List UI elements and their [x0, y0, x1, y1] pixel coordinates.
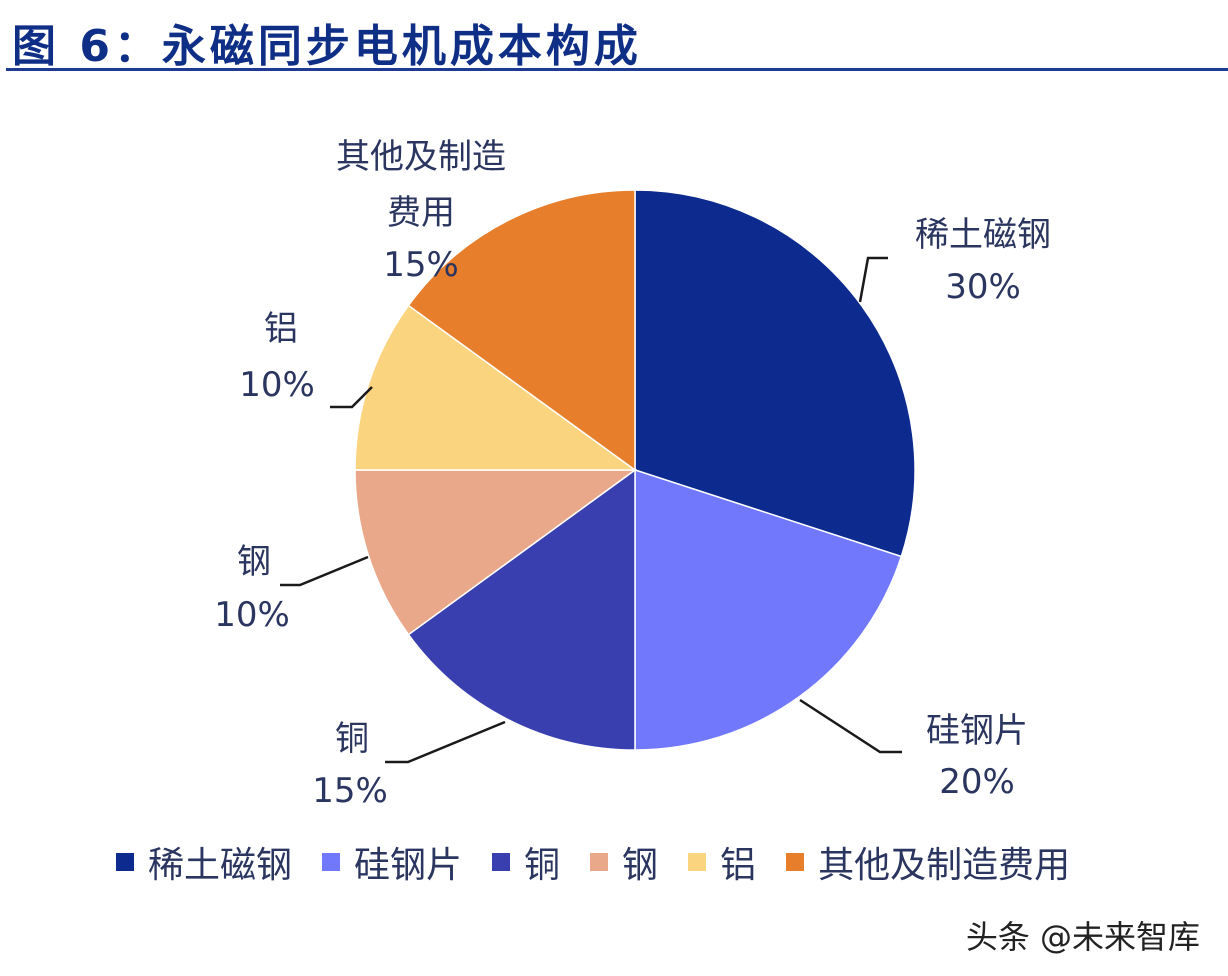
slice-name-label-4: 铝	[264, 309, 298, 349]
pie-slice-2	[407, 468, 636, 751]
legend-swatch	[492, 853, 511, 871]
leader-line-1	[799, 698, 902, 754]
slice-name-label-5: 费用	[387, 193, 455, 233]
leader-lines	[280, 256, 902, 764]
pie-slice-0	[634, 189, 916, 558]
legend-label: 铜	[524, 845, 561, 886]
slice-value-label-4: 10%	[239, 365, 315, 405]
leader-line-3	[280, 555, 369, 587]
leader-line-0	[858, 256, 888, 303]
legend-label: 硅钢片	[354, 845, 463, 886]
legend-label: 其他及制造费用	[818, 845, 1071, 886]
slice-labels: 稀土磁钢 30% 硅钢片 20% 铜 15% 钢 10% 铝 10% 其他及制造费用 15%	[214, 137, 1051, 811]
slice-value-label-1: 20%	[939, 762, 1015, 802]
pie-slice-1	[634, 468, 903, 751]
chart-title: 图 6：永磁同步电机成本构成	[12, 21, 642, 72]
legend-swatch	[688, 853, 707, 871]
slice-value-label-0: 30%	[945, 267, 1021, 307]
pie-slice-5	[407, 189, 636, 472]
legend-swatch	[322, 853, 341, 871]
watermark: 头条 @未来智库	[965, 918, 1200, 956]
legend: 稀土磁钢 硅钢片 铜 钢 铝 其他及制造费用	[116, 836, 1070, 888]
slice-value-label-3: 10%	[214, 595, 290, 635]
legend-item-0: 稀土磁钢	[116, 836, 292, 888]
legend-item-5: 其他及制造费用	[786, 836, 1070, 888]
leader-line-2	[385, 720, 506, 764]
pie-slice-4	[354, 304, 638, 471]
leader-line-4	[330, 386, 373, 409]
pie-chart: 稀土磁钢 30% 硅钢片 20% 铜 15% 钢 10% 铝 10% 其他及制造费用 15%	[214, 137, 1051, 811]
legend-swatch	[786, 853, 805, 871]
pie-slices	[354, 189, 916, 751]
legend-item-4: 铝	[688, 836, 756, 888]
slice-value-label-2: 15%	[312, 771, 388, 811]
slice-name-label-1: 硅钢片	[926, 711, 1028, 751]
legend-label: 稀土磁钢	[148, 845, 293, 886]
legend-swatch	[590, 853, 609, 871]
legend-item-3: 钢	[590, 836, 658, 888]
legend-item-2: 铜	[492, 836, 560, 888]
legend-item-1: 硅钢片	[322, 836, 462, 888]
slice-value-label-5: 15%	[383, 245, 459, 285]
title-divider	[6, 68, 1228, 71]
legend-label: 钢	[622, 845, 659, 886]
slice-name-label-0: 稀土磁钢	[915, 215, 1051, 255]
slice-name-label-2: 铜	[335, 719, 369, 759]
pie-slice-3	[354, 469, 638, 636]
legend-swatch	[116, 853, 134, 871]
slice-name-label-3: 钢	[237, 542, 271, 582]
slice-name-label-5: 其他及制造	[336, 137, 506, 177]
legend-label: 铝	[720, 845, 757, 886]
